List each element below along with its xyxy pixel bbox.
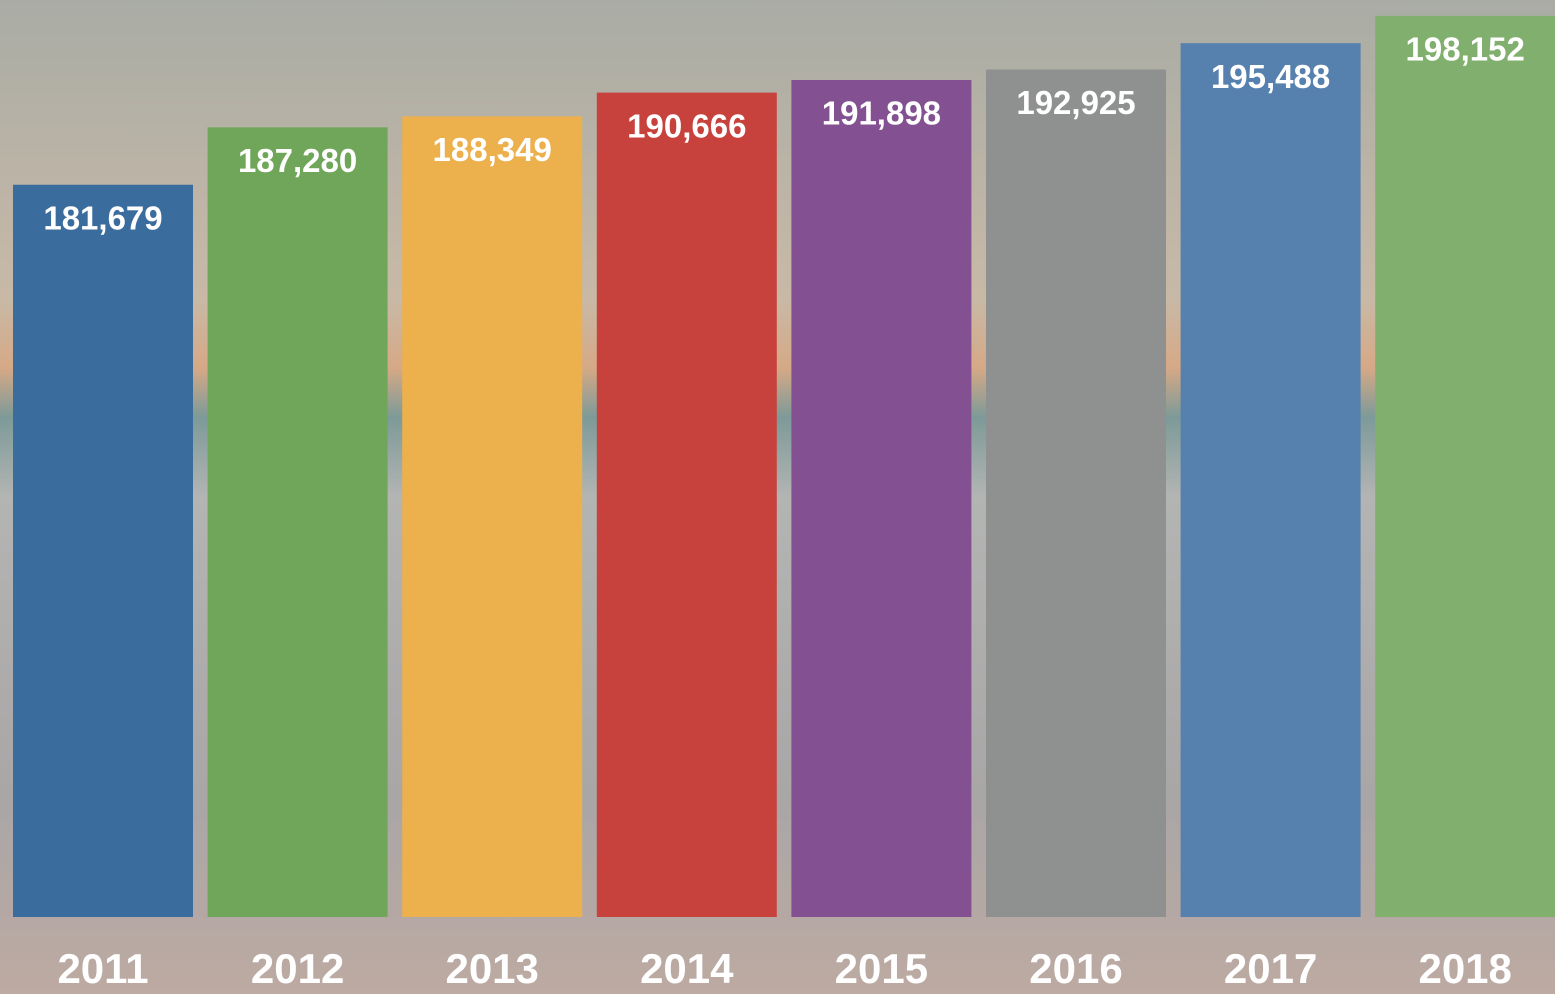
bar (207, 127, 388, 917)
value-label: 191,898 (822, 95, 941, 132)
value-label: 192,925 (1016, 84, 1135, 121)
bar (13, 184, 193, 918)
value-label: 188,349 (433, 131, 552, 168)
x-tick-label: 2014 (640, 945, 734, 992)
x-tick-label: 2013 (445, 945, 538, 992)
value-label: 198,152 (1406, 31, 1525, 68)
bar (1375, 15, 1555, 917)
bar (986, 69, 1166, 917)
value-label: 190,666 (627, 107, 746, 144)
x-tick-label: 2015 (835, 945, 928, 992)
value-label: 187,280 (238, 142, 357, 179)
bar (402, 116, 583, 918)
bar (1180, 43, 1361, 918)
value-label: 195,488 (1211, 58, 1330, 95)
bar (791, 79, 972, 918)
value-label: 181,679 (43, 199, 162, 236)
x-tick-label: 2017 (1224, 945, 1317, 992)
bar (596, 92, 777, 918)
x-tick-label: 2018 (1418, 945, 1511, 992)
x-tick-label: 2012 (251, 945, 344, 992)
x-tick-label: 2011 (57, 945, 148, 992)
x-tick-label: 2016 (1029, 945, 1122, 992)
